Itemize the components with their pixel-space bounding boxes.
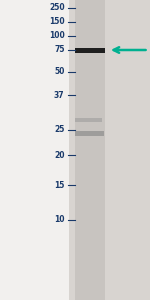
Text: 20: 20 bbox=[54, 151, 64, 160]
Text: 37: 37 bbox=[54, 91, 64, 100]
Text: 25: 25 bbox=[54, 125, 64, 134]
Bar bbox=[75, 0, 105, 300]
Text: 100: 100 bbox=[49, 32, 64, 40]
Text: 75: 75 bbox=[54, 46, 64, 55]
Text: 250: 250 bbox=[49, 4, 64, 13]
Bar bbox=[69, 0, 150, 300]
Text: 15: 15 bbox=[54, 181, 64, 190]
Bar bbox=[75, 47, 105, 52]
Bar bbox=[75, 130, 104, 136]
Text: 10: 10 bbox=[54, 215, 64, 224]
Text: 50: 50 bbox=[54, 68, 64, 76]
Bar bbox=[75, 118, 102, 122]
Bar bbox=[0, 0, 69, 300]
Text: 150: 150 bbox=[49, 17, 64, 26]
